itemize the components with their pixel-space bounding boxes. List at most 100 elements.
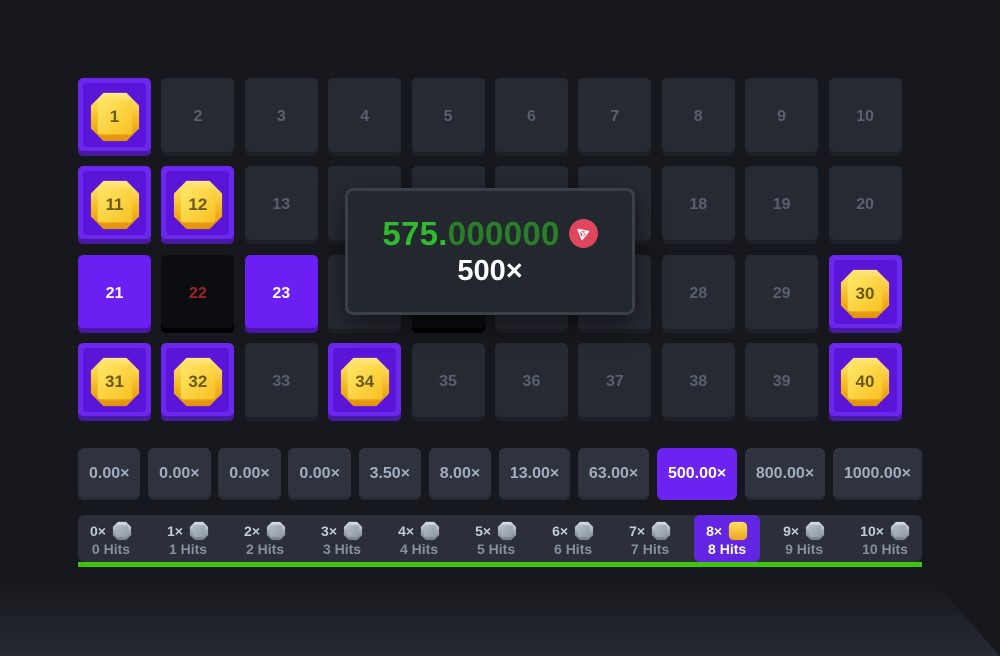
- silver-gem-icon: [189, 521, 209, 541]
- hits-table: 0× 0 Hits 1× 1 Hits 2× 2 Hits 3× 3 Hits 4× 4 Hits…: [78, 515, 922, 562]
- hits-multiplier: 8×: [706, 523, 723, 539]
- tile-number: 6: [527, 108, 536, 125]
- tile-number: 36: [522, 372, 541, 390]
- payout-value: 0.00×: [89, 465, 130, 482]
- payout-table: 0.00× 0.00× 0.00× 0.00× 3.50× 8.00× 13.00× 63.0…: [78, 448, 922, 500]
- silver-gem-icon: [420, 521, 440, 541]
- hits-multiplier-row: 6×: [552, 521, 594, 541]
- keno-tile-36[interactable]: 36: [494, 342, 568, 421]
- payout-value: 0.00×: [229, 465, 270, 482]
- keno-tile-38[interactable]: 38: [661, 342, 735, 421]
- keno-tile-1[interactable]: 1: [78, 78, 151, 156]
- tile-number: 3: [276, 108, 286, 125]
- hits-label: 4 Hits: [399, 541, 439, 557]
- tile-number: 22: [188, 284, 207, 302]
- payout-value: 63.00×: [588, 465, 639, 482]
- hits-multiplier: 4×: [398, 523, 415, 539]
- tron-icon: [568, 219, 598, 248]
- win-amount-decimals: 000000: [447, 215, 560, 252]
- hits-multiplier-row: 5×: [475, 521, 517, 541]
- tile-number: 29: [772, 284, 791, 302]
- keno-tile-21[interactable]: 21: [78, 254, 151, 333]
- win-popup: 575.000000 500×: [345, 188, 635, 315]
- keno-tile-6[interactable]: 6: [494, 78, 568, 156]
- keno-tile-32[interactable]: 32: [161, 342, 235, 421]
- keno-tile-5[interactable]: 5: [411, 78, 485, 156]
- tile-number: 7: [610, 108, 620, 125]
- gold-gem-icon: 32: [172, 356, 224, 408]
- hits-cell-3: 3× 3 Hits: [309, 515, 375, 562]
- keno-tile-2[interactable]: 2: [161, 78, 235, 156]
- tile-number: 1: [109, 107, 120, 126]
- keno-tile-35[interactable]: 35: [411, 342, 485, 421]
- payout-cell-0: 0.00×: [78, 448, 141, 500]
- keno-tile-22[interactable]: 22: [161, 254, 235, 333]
- hits-cell-5: 5× 5 Hits: [463, 515, 529, 562]
- keno-tile-37[interactable]: 37: [578, 342, 652, 421]
- keno-tile-12[interactable]: 12: [161, 166, 235, 245]
- silver-gem-icon: [651, 521, 671, 541]
- keno-tile-13[interactable]: 13: [244, 166, 318, 245]
- hits-multiplier-row: 10×: [860, 521, 910, 541]
- keno-tile-10[interactable]: 10: [828, 78, 902, 156]
- hits-label: 10 Hits: [862, 541, 908, 557]
- gold-gem-icon: 40: [839, 356, 891, 408]
- keno-tile-31[interactable]: 31: [78, 342, 151, 421]
- hits-label: 3 Hits: [322, 541, 362, 557]
- hits-cell-0: 0× 0 Hits: [78, 515, 144, 562]
- keno-tile-9[interactable]: 9: [745, 78, 819, 156]
- keno-tile-34[interactable]: 34: [328, 342, 402, 421]
- hits-multiplier: 6×: [552, 523, 569, 539]
- keno-tile-33[interactable]: 33: [244, 342, 318, 421]
- hits-multiplier-row: 7×: [629, 521, 671, 541]
- payout-value: 8.00×: [439, 465, 481, 482]
- keno-tile-3[interactable]: 3: [244, 78, 318, 156]
- payout-cell-9: 800.00×: [744, 448, 826, 500]
- tile-number: 37: [605, 372, 624, 390]
- tile-number: 18: [689, 196, 708, 214]
- tile-number: 21: [105, 284, 124, 302]
- tile-number: 2: [193, 108, 203, 125]
- payout-cell-3: 0.00×: [288, 448, 351, 500]
- progress-bar: [78, 562, 922, 567]
- keno-tile-28[interactable]: 28: [661, 254, 735, 333]
- keno-tile-40[interactable]: 40: [828, 342, 902, 421]
- keno-tile-7[interactable]: 7: [578, 78, 652, 156]
- tile-number: 10: [856, 108, 874, 125]
- keno-tile-8[interactable]: 8: [661, 78, 735, 156]
- keno-tile-20[interactable]: 20: [828, 166, 902, 245]
- hits-label: 2 Hits: [245, 541, 285, 557]
- win-amount-row: 575.000000: [382, 215, 598, 252]
- keno-tile-18[interactable]: 18: [661, 166, 735, 245]
- payout-cell-10: 1000.00×: [832, 448, 922, 500]
- payout-cell-5: 8.00×: [428, 448, 492, 500]
- hits-cell-6: 6× 6 Hits: [540, 515, 606, 562]
- silver-gem-icon: [266, 521, 286, 541]
- keno-tile-19[interactable]: 19: [745, 166, 819, 245]
- hits-multiplier-row: 8×: [706, 521, 748, 541]
- keno-tile-29[interactable]: 29: [745, 254, 819, 333]
- hits-multiplier-row: 1×: [167, 521, 209, 541]
- keno-tile-11[interactable]: 11: [78, 166, 151, 245]
- tile-number: 5: [443, 108, 453, 125]
- hits-cell-8: 8× 8 Hits: [694, 515, 761, 562]
- payout-value: 3.50×: [369, 465, 411, 482]
- silver-gem-icon: [890, 521, 909, 541]
- keno-tile-4[interactable]: 4: [328, 78, 402, 156]
- hits-multiplier: 10×: [860, 523, 884, 539]
- payout-cell-1: 0.00×: [148, 448, 211, 500]
- hits-label: 6 Hits: [554, 541, 593, 557]
- hits-multiplier-row: 4×: [398, 521, 440, 541]
- silver-gem-icon: [343, 521, 363, 541]
- payout-value: 0.00×: [159, 465, 200, 482]
- keno-tile-30[interactable]: 30: [828, 254, 902, 333]
- keno-tile-23[interactable]: 23: [244, 254, 318, 333]
- hits-cell-1: 1× 1 Hits: [155, 515, 221, 562]
- tile-number: 33: [272, 372, 291, 390]
- hits-label: 5 Hits: [477, 541, 516, 557]
- payout-value: 13.00×: [509, 465, 560, 482]
- gold-gem-icon: [729, 521, 748, 541]
- hits-multiplier: 0×: [90, 523, 106, 539]
- keno-tile-39[interactable]: 39: [745, 342, 819, 421]
- payout-cell-4: 3.50×: [358, 448, 422, 500]
